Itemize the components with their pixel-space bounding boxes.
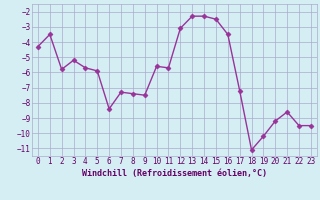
X-axis label: Windchill (Refroidissement éolien,°C): Windchill (Refroidissement éolien,°C) <box>82 169 267 178</box>
